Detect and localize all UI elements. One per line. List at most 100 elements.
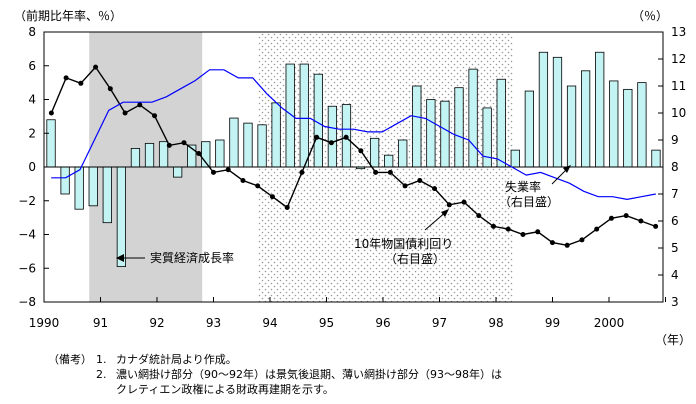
bond-yield-point <box>328 140 334 146</box>
line-series <box>48 64 659 248</box>
bond-yield-point <box>269 194 275 200</box>
growth-bar <box>637 82 647 168</box>
right-tick-label: 6 <box>671 214 679 228</box>
growth-bar <box>257 124 267 168</box>
bond-yield-point <box>166 142 172 148</box>
left-tick-label: 4 <box>28 93 36 107</box>
growth-bar <box>384 154 394 168</box>
bond-yield-point <box>653 223 659 229</box>
note-number <box>96 382 116 397</box>
growth-bar <box>581 70 591 168</box>
bond-yield-point <box>284 205 290 210</box>
bond-yield-point <box>210 169 216 175</box>
growth-bar <box>271 102 281 168</box>
bond-yield-point <box>623 213 629 219</box>
growth-bar <box>60 166 70 195</box>
right-tick-label: 12 <box>671 52 686 66</box>
annotation-growth: 実質経済成長率 <box>116 250 234 265</box>
bond-yield-point <box>638 218 644 224</box>
growth-bar <box>46 119 56 168</box>
bond-yield-point <box>358 148 364 154</box>
growth-bar <box>440 100 450 168</box>
right-tick-label: 4 <box>671 268 679 282</box>
bond-yield-point <box>579 237 585 243</box>
svg-text:実質経済成長率: 実質経済成長率 <box>150 250 234 265</box>
bond-yield-point <box>402 183 408 189</box>
right-tick-label: 5 <box>671 241 679 255</box>
x-tick-label: 97 <box>432 316 447 330</box>
bond-yield-point <box>107 86 113 92</box>
svg-text:10年物国債利回り: 10年物国債利回り <box>354 236 453 251</box>
bond-yield-point <box>225 167 231 173</box>
growth-bar <box>88 166 98 207</box>
annotation-bond-yield: 10年物国債利回り （右目盛） <box>354 209 453 266</box>
growth-bar <box>468 68 478 168</box>
bond-yield-point <box>432 186 438 192</box>
left-tick-label: 2 <box>28 126 36 140</box>
bond-yield-point <box>387 169 393 175</box>
note-text: クレティエン政権による財政再建期を示す。 <box>116 383 334 396</box>
note-number: 2. <box>96 368 107 381</box>
left-tick-label: 0 <box>28 160 36 174</box>
svg-text:（右目盛）: （右目盛） <box>499 194 559 209</box>
x-tick-label: 99 <box>545 316 560 330</box>
bond-yield-point <box>491 223 497 229</box>
growth-bar <box>566 85 577 168</box>
bond-yield-point <box>137 102 143 108</box>
right-tick-label: 9 <box>671 133 679 147</box>
growth-bar <box>496 78 506 168</box>
growth-bar <box>552 56 563 168</box>
annotation-unemployment: 失業率 （右目盛） <box>499 165 571 209</box>
bond-yield-point <box>535 229 541 235</box>
bond-yield-point <box>373 169 379 175</box>
left-tick-label: 8 <box>28 25 36 39</box>
bond-yield-point <box>78 80 84 86</box>
left-tick-label: −6 <box>18 261 36 275</box>
left-tick-label: −8 <box>18 295 36 309</box>
svg-text:（右目盛）: （右目盛） <box>385 251 445 266</box>
bond-yield-point <box>549 240 555 246</box>
bond-yield-point <box>343 134 349 140</box>
growth-bar <box>215 139 225 168</box>
bond-yield-point <box>520 232 526 237</box>
x-tick-label: 95 <box>319 316 334 330</box>
bond-yield-point <box>608 215 614 221</box>
bond-yield-point <box>93 64 99 70</box>
left-tick-label: −2 <box>18 194 36 208</box>
x-tick-label: 96 <box>375 316 390 330</box>
bond-yield-point <box>314 134 320 140</box>
right-tick-label: 3 <box>671 295 679 309</box>
bond-yield-point <box>240 178 246 183</box>
right-tick-label: 11 <box>671 79 686 93</box>
growth-bar <box>74 166 84 210</box>
growth-bar <box>144 142 155 168</box>
growth-bar <box>299 63 309 168</box>
growth-bar <box>482 107 492 168</box>
growth-bar <box>538 51 549 168</box>
growth-bar <box>158 141 169 168</box>
bond-yield-point <box>255 183 261 189</box>
bond-yield-point <box>299 169 305 175</box>
x-tick-label: 91 <box>93 316 108 330</box>
bond-yield-point <box>476 213 482 219</box>
unemployment-line <box>51 69 656 201</box>
bond-yield-point <box>505 226 511 232</box>
notes: （備考） 1. カナダ統計局より作成。 2. 濃い網掛け部分（90〜92年）は景… <box>48 352 502 397</box>
bond-yield-point <box>196 151 202 156</box>
growth-bar <box>454 87 464 168</box>
growth-bar <box>426 99 436 168</box>
growth-bar <box>398 139 408 168</box>
x-tick-label: 2000 <box>594 316 625 330</box>
note-text: カナダ統計局より作成。 <box>116 353 237 366</box>
growth-bar <box>229 117 239 168</box>
bond-yield-point <box>63 75 69 81</box>
growth-bar <box>412 85 422 168</box>
growth-bar <box>173 166 183 178</box>
x-tick-label: 1990 <box>29 316 60 330</box>
x-tick-label: 98 <box>488 316 503 330</box>
growth-bar <box>327 105 338 168</box>
bond-yield-point <box>152 113 158 119</box>
note-number: 1. <box>96 353 107 366</box>
right-tick-label: 13 <box>671 25 686 39</box>
